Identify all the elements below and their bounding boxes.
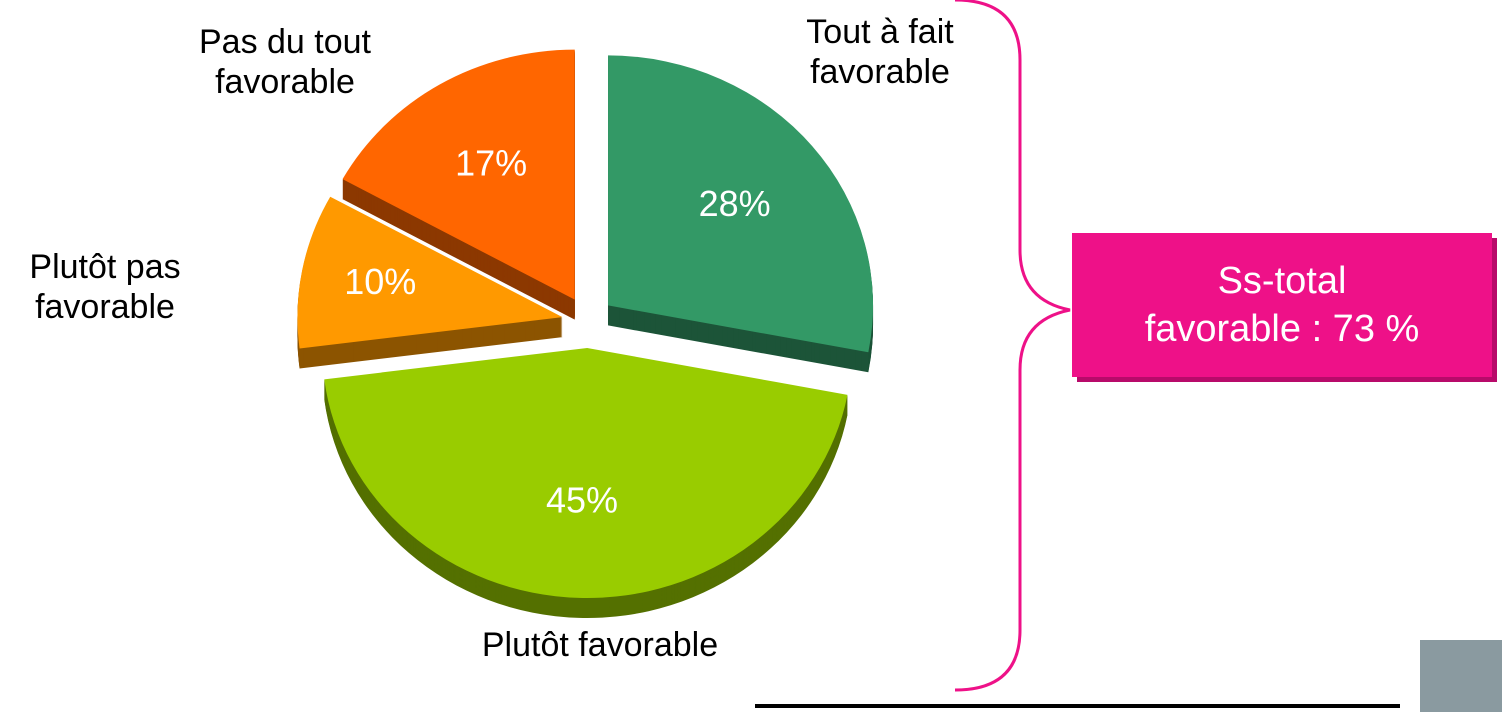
value-label: 28%	[699, 183, 771, 224]
slice	[297, 196, 563, 349]
value-label: 45%	[546, 479, 618, 520]
category-label: Pas du tout favorable	[198, 23, 371, 101]
pie: 28% 45% 10% 17%	[297, 49, 874, 618]
subtotal-line: favorable : 73 %	[1144, 308, 1420, 350]
category-label: Plutôt pas favorable	[29, 248, 181, 326]
subtotal-line: Ss-total	[1217, 260, 1347, 302]
subtotal-box: Ss-total favorable : 73 %	[1072, 233, 1492, 377]
category-label: Tout à fait favorable	[806, 13, 954, 91]
value-label: 17%	[455, 143, 527, 184]
category-label: Plutôt favorable	[481, 626, 719, 664]
slice	[324, 347, 848, 598]
photo	[1420, 640, 1502, 712]
brace	[954, 0, 1071, 692]
value-label: 10%	[344, 261, 416, 302]
slice	[342, 49, 575, 300]
slice	[608, 55, 874, 353]
